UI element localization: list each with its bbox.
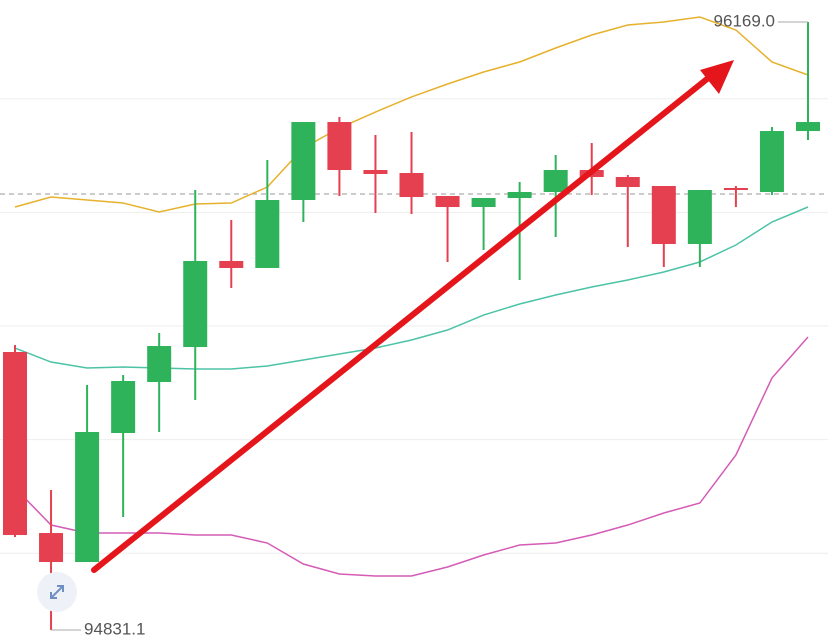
candle-body	[291, 122, 316, 201]
candle-body	[327, 122, 352, 171]
candle-body	[471, 198, 496, 208]
candle-body	[75, 431, 100, 563]
candle-body	[111, 381, 136, 433]
candle-body	[796, 122, 820, 132]
candle-body	[255, 200, 280, 268]
overlays	[14, 16, 809, 577]
candle-body	[183, 260, 208, 348]
trend-arrow	[91, 60, 734, 573]
annotation-label: 94831.1	[84, 619, 145, 638]
overlay-line	[14, 336, 809, 577]
candle-body	[543, 170, 568, 193]
candle-body	[759, 131, 784, 193]
annotation-label: 96169.0	[714, 11, 775, 30]
candle-body	[615, 177, 640, 188]
candle-body	[723, 188, 748, 191]
overlay-line	[14, 16, 809, 213]
grid	[0, 98, 828, 554]
candle-body	[399, 173, 424, 198]
candle-body	[687, 190, 712, 244]
candle-body	[435, 196, 460, 208]
arrow-shaft	[91, 72, 715, 573]
icon-glyph	[50, 585, 64, 599]
candle-body	[219, 260, 244, 268]
candle-body	[3, 352, 27, 536]
annotations: 96169.0 94831.1	[51, 11, 808, 638]
overlay-line	[14, 206, 809, 370]
candle-body	[39, 533, 64, 563]
candle-body	[147, 346, 172, 383]
candle-body	[507, 192, 532, 199]
candle-body	[651, 186, 676, 244]
candles	[3, 21, 820, 631]
candle-body	[363, 170, 388, 175]
expand-icon[interactable]	[37, 572, 77, 612]
arrow-head	[700, 60, 734, 94]
